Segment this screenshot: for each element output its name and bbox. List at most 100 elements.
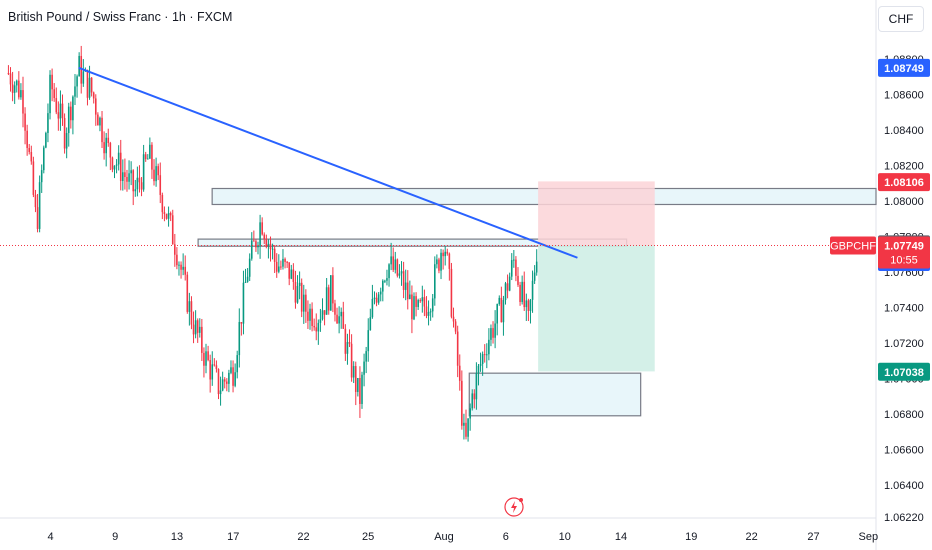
candle-body [149, 144, 151, 159]
candle-body [18, 80, 20, 98]
candle-body [302, 294, 305, 312]
candle-body [523, 281, 526, 308]
candle-body [521, 281, 523, 302]
candle-body [161, 194, 164, 213]
price-axis[interactable] [876, 0, 932, 550]
take-profit-zone[interactable] [538, 245, 655, 372]
candle-body [492, 328, 494, 338]
candle-body [124, 172, 126, 177]
candle-body [63, 118, 66, 149]
candle-body [483, 354, 486, 356]
candle-body [436, 259, 438, 265]
candle-body [473, 393, 476, 400]
candle-body [140, 182, 143, 190]
candle-body [373, 297, 376, 299]
candle-body [34, 194, 37, 208]
x-tick-label: 10 [559, 531, 571, 543]
candle-body [13, 85, 16, 93]
candle-body [269, 243, 272, 249]
currency-button[interactable]: CHF [878, 6, 924, 32]
candle-body [22, 90, 24, 114]
candle-body [157, 166, 159, 176]
candle-body [365, 351, 367, 362]
supply-demand-zone[interactable] [468, 372, 642, 417]
candle-body [111, 157, 114, 170]
candle-body [209, 360, 211, 380]
candle-body [142, 154, 145, 190]
candle-body [354, 366, 357, 392]
candle-body [346, 342, 349, 354]
candle-body [132, 170, 135, 192]
candle-body [510, 260, 513, 277]
candle-body [80, 55, 83, 84]
candle-body [55, 98, 58, 113]
candle-body [282, 258, 284, 267]
y-tick-label: 1.06220 [884, 512, 924, 524]
candle-body [265, 239, 268, 247]
candle-body [415, 296, 417, 307]
candle-body [338, 316, 340, 324]
candle-body [221, 379, 224, 391]
candle-body [342, 311, 345, 329]
y-tick-label: 1.07400 [884, 302, 924, 314]
stop-loss-zone[interactable] [538, 181, 655, 246]
candle-body [357, 377, 359, 392]
candle-body [419, 300, 422, 302]
candle-body [223, 379, 226, 382]
candle-body [144, 154, 147, 160]
candle-body [196, 320, 199, 333]
candle-body [42, 147, 45, 171]
candle-body [180, 264, 182, 270]
candle-body [286, 261, 288, 263]
candle-body [388, 264, 390, 279]
candle-body [57, 112, 60, 119]
candle-body [280, 266, 282, 268]
x-tick-label: 9 [112, 531, 118, 543]
candle-body [61, 103, 64, 119]
candle-body [313, 325, 315, 328]
candle-body [406, 282, 409, 300]
candle-body [361, 374, 363, 404]
candle-body [228, 372, 230, 384]
candle-body [261, 222, 263, 235]
candle-body [427, 312, 430, 316]
candle-body [72, 96, 74, 121]
candle-body [475, 373, 478, 400]
candle-body [76, 76, 78, 87]
candle-body [502, 300, 505, 323]
candle-body [421, 297, 424, 302]
candle-body [130, 170, 132, 174]
candle-body [292, 269, 295, 283]
candle-body [431, 298, 434, 312]
y-tick-label: 1.06600 [884, 445, 924, 457]
candle-body [246, 276, 249, 282]
price-label-text: 1.07038 [884, 367, 924, 379]
candle-body [425, 306, 428, 316]
candle-body [90, 77, 93, 93]
candle-body [309, 308, 311, 321]
candle-body [240, 322, 243, 324]
candle-body [375, 297, 378, 303]
candle-body [296, 286, 299, 303]
candle-body [38, 182, 41, 229]
x-tick-label: Sep [859, 531, 879, 543]
candle-body [340, 311, 343, 317]
trend-line[interactable] [78, 66, 578, 259]
candle-body [182, 266, 184, 270]
x-tick-label: 22 [746, 531, 758, 543]
candle-body [40, 170, 43, 183]
candle-body [400, 271, 403, 274]
y-tick-label: 1.06800 [884, 409, 924, 421]
price-label-badge [878, 173, 930, 192]
candle-body [201, 326, 203, 353]
candle-body [465, 422, 467, 437]
candle-body [450, 268, 453, 317]
candle-body [136, 177, 139, 190]
candle-body [107, 137, 110, 143]
candle-body [26, 130, 28, 148]
candle-body [105, 137, 107, 154]
candle-body [207, 351, 209, 361]
candle-body [330, 275, 332, 311]
last-price-text: 1.07749 [884, 241, 924, 253]
